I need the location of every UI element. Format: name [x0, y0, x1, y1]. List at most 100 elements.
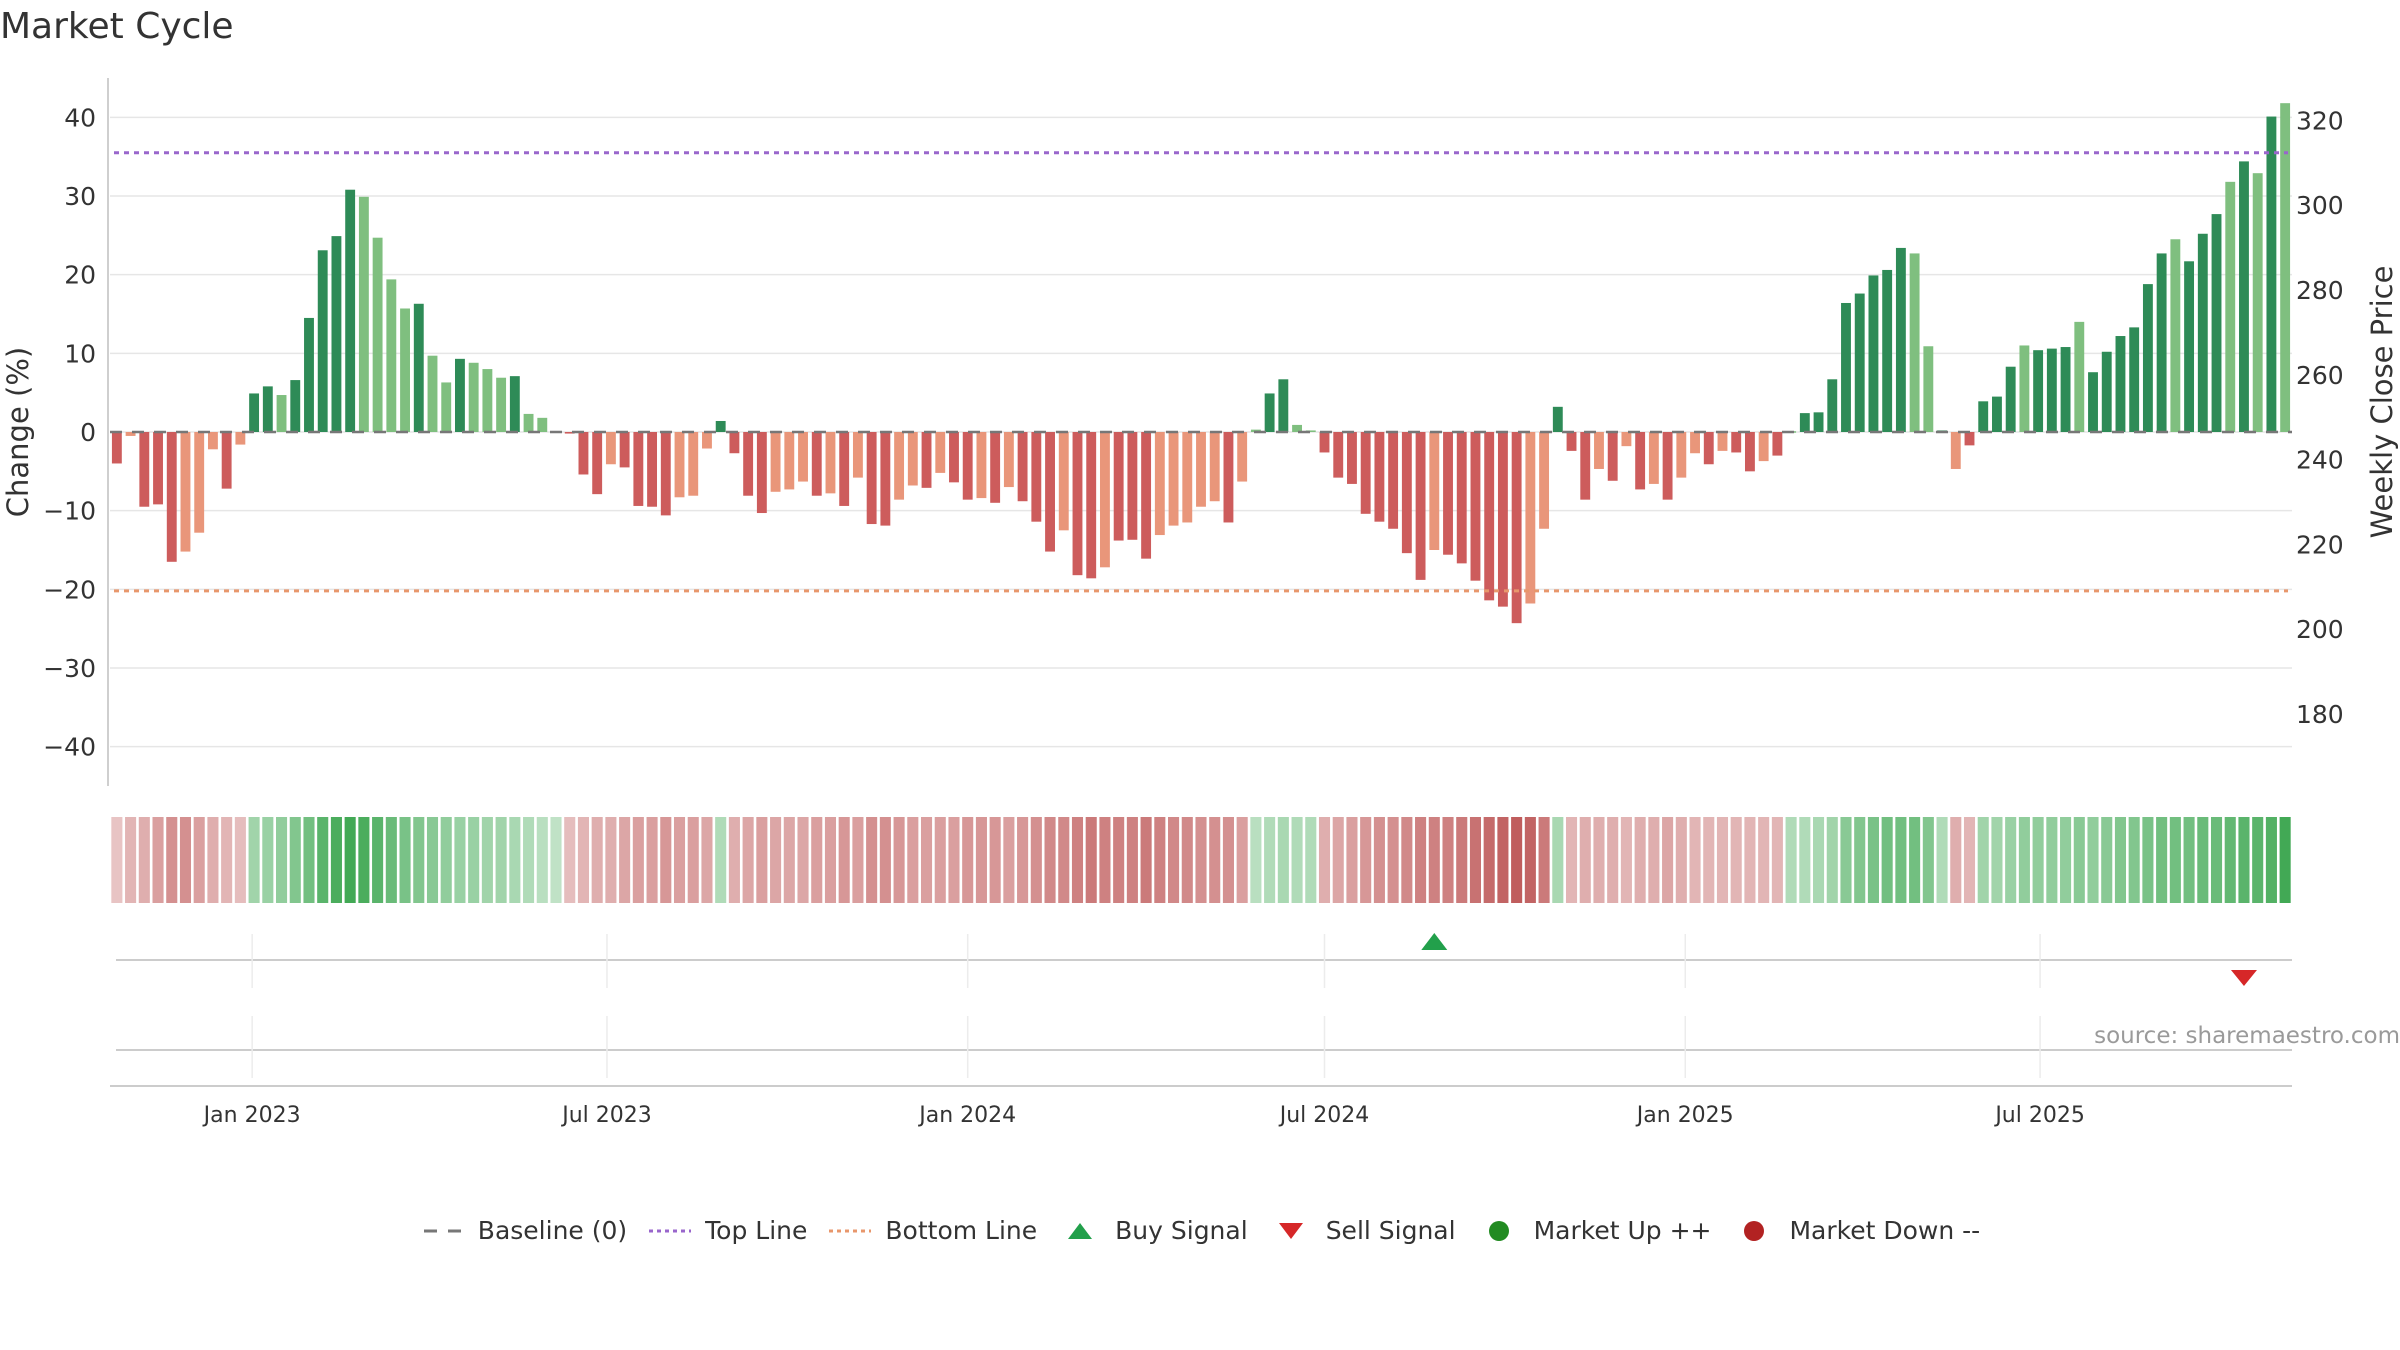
heat-strip-cell: [838, 817, 850, 903]
bar: [825, 432, 836, 494]
bar: [413, 303, 424, 432]
bar: [1525, 432, 1536, 604]
bar: [1305, 430, 1316, 432]
legend-item[interactable]: Buy Signal: [1057, 1216, 1248, 1245]
legend-label: Baseline (0): [477, 1216, 628, 1245]
bar: [1950, 432, 1961, 469]
heat-strip-cell: [413, 817, 425, 903]
heat-strip-cell: [152, 817, 164, 903]
legend-item[interactable]: Market Up ++: [1476, 1216, 1711, 1245]
legend-symbol: [1068, 1222, 1093, 1239]
bar: [2170, 239, 2181, 432]
bar: [1799, 413, 1810, 432]
bar: [798, 432, 808, 482]
legend-item[interactable]: Top Line: [647, 1216, 807, 1245]
bar: [647, 432, 658, 507]
bar: [1237, 432, 1248, 482]
bar: [839, 432, 850, 506]
legend-symbol: [649, 1229, 692, 1232]
bar: [180, 432, 191, 552]
bar: [290, 380, 301, 432]
bar: [962, 432, 973, 500]
bar: [1058, 432, 1069, 531]
bar: [1772, 432, 1783, 456]
bar: [2088, 372, 2098, 432]
bar: [1278, 379, 1289, 432]
bar: [1895, 247, 1906, 432]
bar: [2156, 253, 2167, 432]
heat-strip-cell: [1373, 817, 1385, 903]
bar: [1017, 432, 1028, 502]
bar: [866, 432, 877, 525]
bar: [166, 432, 177, 562]
heat-strip-cell: [289, 817, 301, 903]
bar: [207, 432, 218, 450]
heat-strip-cell: [330, 817, 342, 903]
bar: [1127, 432, 1138, 540]
heat-strip-cell: [742, 817, 754, 903]
heat-strip-cell: [536, 817, 548, 903]
x-tick-label: Jan 2025: [1635, 1103, 1734, 1128]
bar: [441, 382, 452, 432]
heat-strip-cell: [1415, 817, 1427, 903]
heat-strip-cell: [907, 817, 919, 903]
bar: [455, 358, 465, 432]
heat-strip-cell: [948, 817, 960, 903]
bar: [921, 432, 932, 488]
bar: [1511, 432, 1522, 624]
heat-strip-cell: [1620, 817, 1632, 903]
heat-strip-cell: [468, 817, 480, 903]
legend-item[interactable]: Bottom Line: [827, 1216, 1037, 1245]
bar: [2280, 103, 2291, 432]
heat-strip-cell: [1826, 817, 1838, 903]
bar: [1031, 432, 1042, 522]
heat-strip-cell: [166, 817, 178, 903]
y-tick-label-left: −10: [43, 497, 96, 526]
heat-strip-cell: [303, 817, 315, 903]
bar: [304, 317, 314, 432]
heat-strip-cell: [1497, 817, 1509, 903]
heat-strip-cell: [632, 817, 644, 903]
heat-strip-cell: [2018, 817, 2030, 903]
y-tick-label-right: 280: [2296, 276, 2344, 305]
bar: [1909, 253, 1920, 432]
heat-strip-cell: [1181, 817, 1193, 903]
bar: [1580, 432, 1591, 500]
y-tick-label-left: 0: [80, 418, 96, 447]
bar: [537, 417, 548, 432]
heat-strip-cell: [2252, 817, 2264, 903]
heat-strip-cell: [1758, 817, 1770, 903]
bar: [784, 432, 795, 490]
heat-strip-cell: [248, 817, 260, 903]
heat-strip-cell: [1716, 817, 1729, 903]
heat-strip-cell: [1524, 817, 1536, 903]
legend-item[interactable]: Sell Signal: [1268, 1216, 1456, 1245]
heat-strip-cell: [2197, 817, 2209, 903]
heat-strip-cell: [207, 817, 219, 903]
heat-strip-cell: [1799, 817, 1811, 903]
heat-strip-cell: [989, 817, 1001, 903]
y-tick-label-left: −40: [43, 733, 96, 762]
bar: [2197, 233, 2208, 432]
heat-strip-cell: [1168, 817, 1180, 903]
heat-strip-cell: [920, 817, 933, 903]
heat-strip-cell: [619, 817, 631, 903]
bar: [605, 432, 616, 465]
bar: [1923, 346, 1934, 432]
bar: [1292, 424, 1303, 432]
legend-item[interactable]: Market Down --: [1731, 1216, 1980, 1245]
heat-strip-cell: [2128, 817, 2140, 903]
bar: [1045, 432, 1055, 552]
legend-item[interactable]: Baseline (0): [420, 1216, 627, 1245]
bar: [1003, 432, 1014, 488]
heat-strip-cell: [1744, 817, 1756, 903]
bar: [194, 432, 205, 533]
bar: [125, 432, 136, 436]
y-tick-label-right: 320: [2296, 106, 2344, 135]
heat-strip-cell: [660, 817, 672, 903]
heat-strip: [111, 817, 2291, 903]
heat-strip-cell: [1291, 817, 1303, 903]
heat-strip-cell: [481, 817, 493, 903]
heat-strip-cell: [756, 817, 768, 903]
